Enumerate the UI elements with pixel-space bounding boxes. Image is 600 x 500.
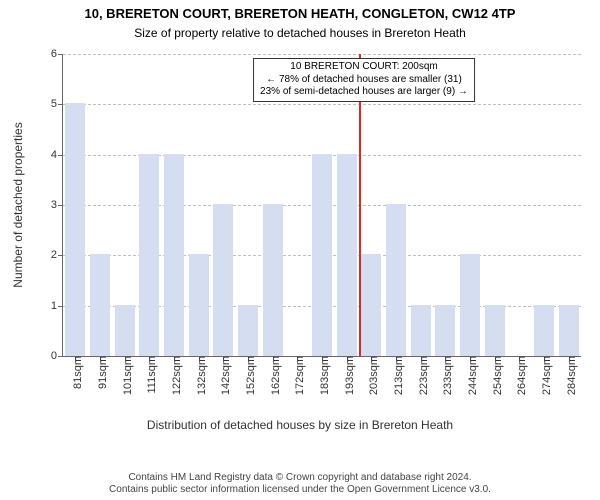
bar [263, 204, 283, 356]
xtick-label: 132sqm [190, 356, 208, 395]
bar [213, 204, 233, 356]
annotation-line: ← 78% of detached houses are smaller (31… [260, 74, 468, 87]
bar [312, 154, 332, 356]
xtick-label: 122sqm [165, 356, 183, 395]
xtick-label: 183sqm [313, 356, 331, 395]
y-axis-label: Number of detached properties [11, 122, 25, 287]
bar [65, 103, 85, 356]
ytick-label: 3 [51, 199, 63, 211]
xtick-label: 101sqm [116, 356, 134, 395]
ytick-label: 6 [51, 48, 63, 60]
bar [435, 305, 455, 356]
xtick-label: 264sqm [510, 356, 528, 395]
xtick-label: 203sqm [362, 356, 380, 395]
xtick-label: 172sqm [288, 356, 306, 395]
xtick-label: 213sqm [387, 356, 405, 395]
xtick-label: 274sqm [535, 356, 553, 395]
ytick-label: 1 [51, 300, 63, 312]
bar [164, 154, 184, 356]
annotation-line: 23% of semi-detached houses are larger (… [260, 86, 468, 99]
bar [559, 305, 579, 356]
bar [139, 154, 159, 356]
bar [238, 305, 258, 356]
bar [337, 154, 357, 356]
x-axis-label: Distribution of detached houses by size … [0, 418, 600, 432]
xtick-label: 142sqm [214, 356, 232, 395]
gridline [63, 104, 581, 105]
xtick-label: 81sqm [66, 356, 84, 389]
xtick-label: 233sqm [436, 356, 454, 395]
ytick-label: 5 [51, 98, 63, 110]
xtick-label: 152sqm [239, 356, 257, 395]
bar [115, 305, 135, 356]
gridline [63, 54, 581, 55]
bar [386, 204, 406, 356]
xtick-label: 284sqm [560, 356, 578, 395]
xtick-label: 162sqm [264, 356, 282, 395]
xtick-label: 223sqm [412, 356, 430, 395]
ytick-label: 4 [51, 149, 63, 161]
bar [460, 254, 480, 356]
ytick-label: 0 [51, 350, 63, 362]
annotation-line: 10 BRERETON COURT: 200sqm [260, 61, 468, 74]
footer-line: Contains HM Land Registry data © Crown c… [0, 472, 600, 484]
xtick-label: 193sqm [338, 356, 356, 395]
bar [189, 254, 209, 356]
bar [485, 305, 505, 356]
xtick-label: 111sqm [140, 356, 158, 394]
chart-container: 10, BRERETON COURT, BRERETON HEATH, CONG… [0, 0, 600, 500]
ytick-label: 2 [51, 249, 63, 261]
footer-line: Contains public sector information licen… [0, 484, 600, 496]
annotation-box: 10 BRERETON COURT: 200sqm ← 78% of detac… [253, 58, 475, 102]
bar [361, 254, 381, 356]
xtick-label: 91sqm [91, 356, 109, 389]
bar [534, 305, 554, 356]
footer: Contains HM Land Registry data © Crown c… [0, 472, 600, 496]
bar [411, 305, 431, 356]
chart-title-main: 10, BRERETON COURT, BRERETON HEATH, CONG… [0, 6, 600, 21]
chart-title-sub: Size of property relative to detached ho… [0, 26, 600, 40]
xtick-label: 254sqm [486, 356, 504, 395]
bar [90, 254, 110, 356]
xtick-label: 244sqm [461, 356, 479, 395]
